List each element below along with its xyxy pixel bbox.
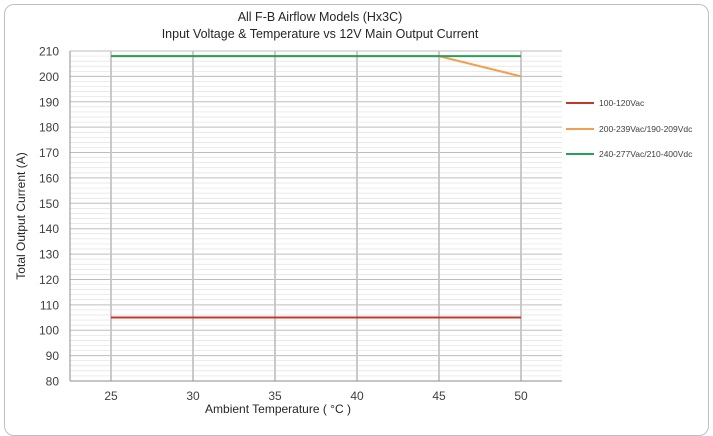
x-tick-label: 35	[268, 389, 282, 403]
y-tick-label: 110	[40, 298, 59, 312]
y-tick-label: 130	[39, 248, 59, 262]
legend-swatch	[566, 102, 594, 104]
legend-item: 240-277Vac/210-400Vdc	[566, 147, 692, 161]
y-tick-label: 160	[39, 171, 59, 185]
x-tick-label: 40	[350, 389, 364, 403]
y-tick-label: 180	[39, 121, 59, 135]
y-tick-label: 80	[46, 375, 60, 389]
legend-item: 100-120Vac	[566, 96, 644, 110]
y-tick-label: 190	[39, 95, 59, 109]
chart-title: All F-B Airflow Models (Hx3C)	[237, 10, 403, 24]
line-chart: 80 90 100 110 120 130 140 150 160 170 180 190 200 210…	[14, 45, 562, 416]
y-tick-label: 150	[39, 197, 59, 211]
legend-label: 100-120Vac	[599, 98, 645, 108]
y-tick-label: 140	[39, 222, 59, 236]
y-tick-label: 120	[39, 273, 59, 287]
y-tick-label: 200	[39, 70, 59, 84]
legend-swatch	[566, 153, 594, 155]
legend-swatch	[566, 127, 594, 130]
y-tick-label: 90	[46, 349, 60, 363]
chart-subtitle: Input Voltage & Temperature vs 12V Main …	[161, 27, 479, 41]
x-tick-label: 50	[514, 389, 528, 403]
x-tick-label: 25	[104, 389, 118, 403]
y-axis-title: Total Output Current (A)	[14, 152, 28, 279]
y-tick-label: 100	[39, 324, 59, 338]
legend-label: 200-239Vac/190-209Vdc	[599, 123, 693, 134]
x-axis-title: Ambient Temperature ( °C )	[205, 402, 351, 416]
y-tick-label: 210	[39, 45, 59, 59]
legend-label: 240-277Vac/210-400Vdc	[599, 149, 693, 159]
y-tick-label: 170	[39, 146, 59, 160]
x-tick-label: 30	[186, 389, 200, 403]
legend-item: 200-239Vac/190-209Vdc	[566, 122, 692, 136]
x-tick-label: 45	[432, 389, 446, 403]
